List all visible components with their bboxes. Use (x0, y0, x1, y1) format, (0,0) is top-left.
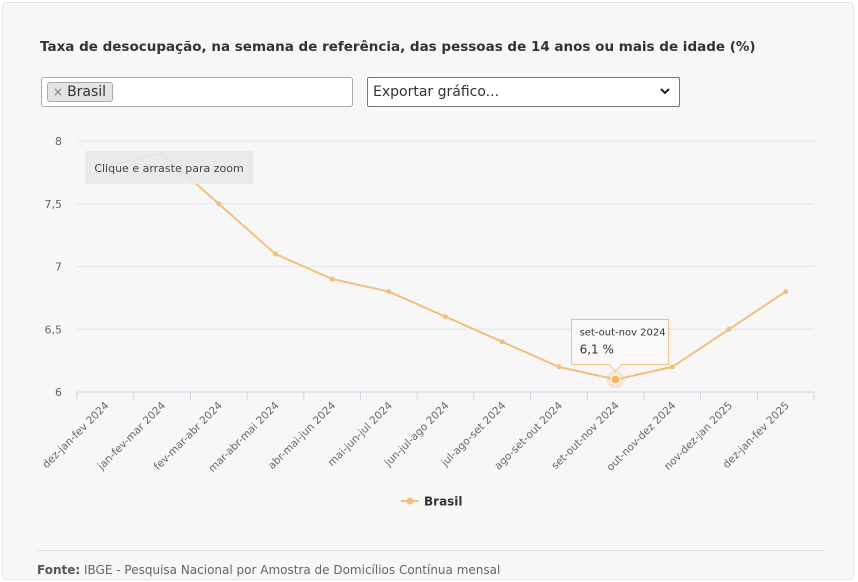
data-point-highlighted[interactable] (610, 374, 621, 385)
zoom-hint-text: Clique e arraste para zoom (94, 162, 243, 175)
y-axis-ticks: 6 6,5 7 7,5 8 (45, 135, 63, 399)
export-select-label: Exportar gráfico... (373, 84, 500, 100)
source-note: Fonte: IBGE - Pesquisa Nacional por Amos… (37, 563, 500, 577)
source-text: IBGE - Pesquisa Nacional por Amostra de … (84, 563, 501, 577)
data-point[interactable] (499, 339, 505, 345)
y-tick-label: 7 (55, 261, 62, 274)
footer-divider (37, 550, 824, 551)
series-points (102, 151, 789, 389)
tooltip-value: 6,1 % (580, 342, 614, 356)
data-point[interactable] (443, 314, 448, 320)
x-tick-marks (76, 392, 815, 400)
chevron-down-icon (660, 88, 670, 95)
data-point[interactable] (329, 276, 335, 282)
region-chip[interactable]: × Brasil (47, 82, 114, 102)
region-filter-input[interactable]: × Brasil (41, 77, 353, 107)
data-point[interactable] (272, 251, 278, 257)
y-tick-label: 6 (55, 386, 62, 399)
legend-marker-icon (406, 497, 414, 505)
data-point[interactable] (386, 289, 392, 295)
remove-chip-icon[interactable]: × (53, 85, 64, 99)
data-point[interactable] (669, 364, 675, 370)
export-chart-select[interactable]: Exportar gráfico... (367, 77, 680, 107)
region-chip-label: Brasil (67, 84, 107, 100)
legend[interactable]: Brasil (401, 495, 463, 509)
y-tick-label: 7,5 (45, 198, 63, 211)
tooltip-label: set-out-nov 2024 (580, 327, 666, 338)
legend-label-brasil[interactable]: Brasil (424, 495, 463, 509)
data-point[interactable] (216, 201, 222, 207)
data-tooltip: set-out-nov 2024 6,1 % (571, 318, 670, 373)
data-point[interactable] (783, 289, 789, 295)
y-tick-label: 8 (55, 135, 62, 148)
y-gridlines (77, 140, 814, 330)
chart-title: Taxa de desocupação, na semana de referê… (40, 39, 756, 55)
y-tick-label: 6,5 (45, 323, 63, 336)
data-point[interactable] (726, 326, 732, 332)
source-label: Fonte: (37, 563, 81, 577)
zoom-hint: Clique e arraste para zoom (85, 151, 253, 184)
data-point[interactable] (556, 364, 562, 370)
